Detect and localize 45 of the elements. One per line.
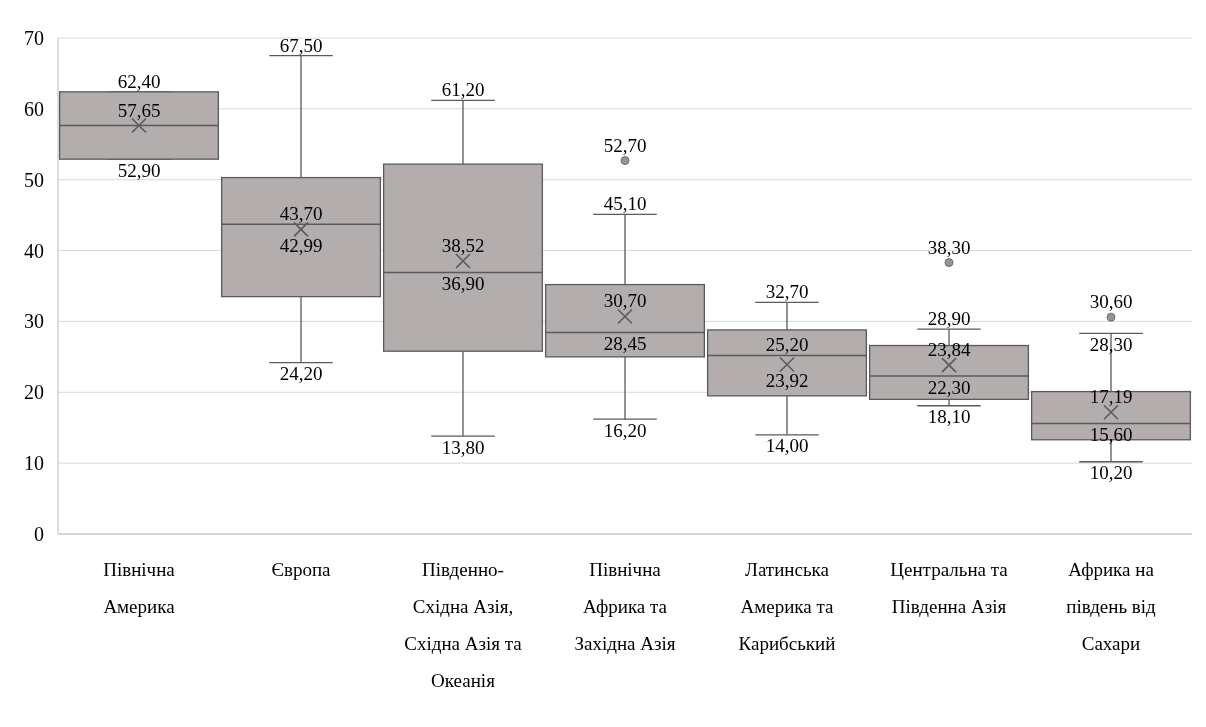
x-tick-label: Латинська Америка та Карибський bbox=[738, 559, 836, 654]
y-tick-label: 30 bbox=[24, 310, 44, 333]
annotation: 61,20 bbox=[441, 79, 485, 101]
annotation: 28,30 bbox=[1089, 334, 1133, 356]
annotation: 23,92 bbox=[765, 370, 809, 392]
y-tick-label: 0 bbox=[34, 523, 44, 545]
annotation: 23,84 bbox=[927, 339, 971, 361]
annotation: 25,20 bbox=[765, 334, 809, 356]
y-tick-label: 50 bbox=[24, 168, 44, 191]
annotation: 18,10 bbox=[927, 406, 971, 428]
annotation: 28,45 bbox=[603, 333, 647, 355]
x-tick-label: Європа bbox=[271, 559, 332, 580]
annotation: 32,70 bbox=[765, 281, 809, 303]
x-tick-label: Центральна та Південна Азія bbox=[890, 559, 1009, 617]
annotation: 38,30 bbox=[927, 236, 971, 258]
annotation: 14,00 bbox=[765, 435, 809, 457]
y-tick-label: 10 bbox=[24, 452, 44, 475]
annotation: 42,99 bbox=[279, 234, 323, 256]
x-tick-label: Північна Африка та Західна Азія bbox=[574, 559, 676, 654]
annotation: 22,30 bbox=[927, 376, 971, 398]
annotation: 62,40 bbox=[117, 70, 161, 92]
x-tick-label: Північна Америка bbox=[103, 559, 176, 617]
annotation: 30,60 bbox=[1089, 291, 1133, 313]
annotation: 10,20 bbox=[1089, 462, 1133, 484]
x-tick-label: Південно-Східна Азія, Східна Азія та Океанія bbox=[404, 559, 523, 691]
annotation: 38,52 bbox=[441, 235, 485, 257]
annotation: 17,19 bbox=[1089, 386, 1133, 408]
y-tick-label: 20 bbox=[24, 381, 44, 404]
annotation: 43,70 bbox=[279, 203, 323, 225]
annotation: 52,90 bbox=[117, 159, 161, 181]
annotation: 24,20 bbox=[279, 363, 323, 385]
annotation: 13,80 bbox=[441, 436, 485, 458]
annotation: 67,50 bbox=[279, 34, 323, 56]
annotation: 30,70 bbox=[603, 290, 647, 312]
annotation: 57,65 bbox=[117, 99, 161, 121]
x-tick-label: Африка на південь від Сахари bbox=[1066, 559, 1157, 654]
y-tick-label: 40 bbox=[24, 239, 44, 262]
annotation: 15,60 bbox=[1089, 424, 1133, 446]
annotation: 16,20 bbox=[603, 419, 647, 441]
annotation: 28,90 bbox=[927, 308, 971, 330]
y-tick-label: 60 bbox=[24, 97, 44, 120]
annotation: 45,10 bbox=[603, 193, 647, 215]
annotation: 36,90 bbox=[441, 273, 485, 295]
y-tick-label: 70 bbox=[24, 27, 44, 49]
annotation: 52,70 bbox=[603, 134, 647, 156]
